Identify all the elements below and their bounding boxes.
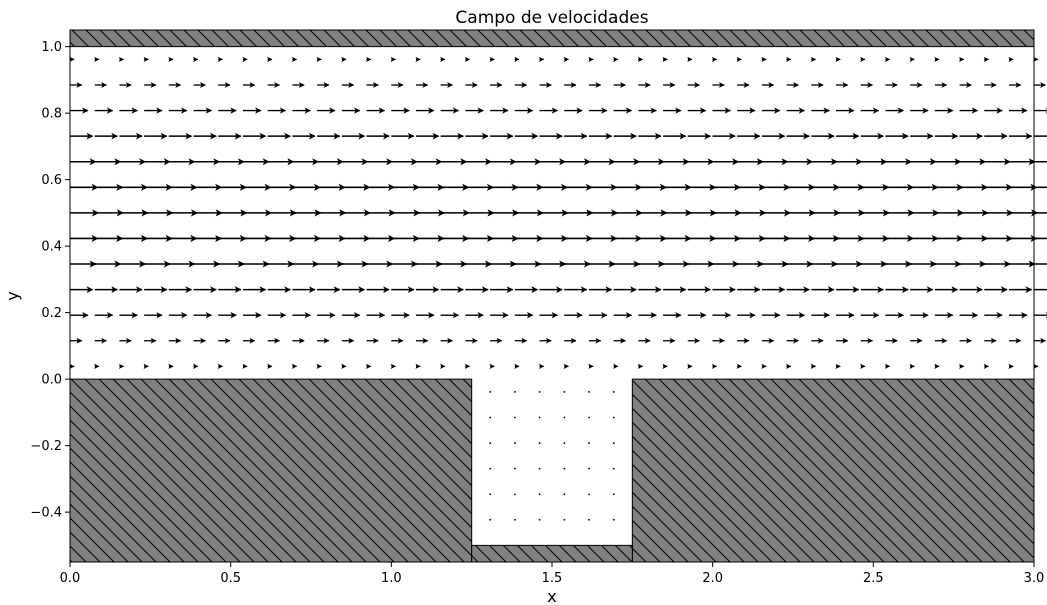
cavity-point xyxy=(514,416,516,419)
chart-title: Campo de velocidades xyxy=(455,8,648,28)
left-step-wall xyxy=(69,378,473,563)
cavity-point xyxy=(612,493,615,496)
y-tick-label: 0.8 xyxy=(41,107,62,122)
cavity-point xyxy=(489,467,492,470)
cavity-point xyxy=(514,391,516,393)
cavity-point xyxy=(563,442,566,444)
cavity-point xyxy=(563,391,566,393)
cavity-point xyxy=(538,416,541,419)
cavity-point xyxy=(489,391,492,393)
x-tick-label: 0.5 xyxy=(220,571,241,586)
cavity-point xyxy=(538,391,541,393)
x-tick-label: 2.5 xyxy=(863,571,884,586)
cavity-point xyxy=(514,467,516,470)
cavity-point xyxy=(538,442,541,444)
y-tick-label: 0.2 xyxy=(41,306,62,321)
y-axis-label: y xyxy=(3,291,22,300)
y-tick-label: 0.0 xyxy=(41,373,62,388)
cavity-point xyxy=(514,493,516,496)
x-tick-label: 1.0 xyxy=(381,571,402,586)
y-tick-label: 0.4 xyxy=(41,240,62,255)
cavity-point xyxy=(563,416,566,419)
cavity-point xyxy=(612,416,615,419)
cavity-point xyxy=(588,442,590,444)
cavity-point xyxy=(612,391,615,393)
cavity-point xyxy=(489,442,492,444)
cavity-point xyxy=(489,518,492,521)
cavity-points xyxy=(489,391,615,521)
x-tick-label: 3.0 xyxy=(1024,571,1045,586)
cavity-bottom-wall xyxy=(471,544,633,563)
cavity-point xyxy=(588,467,590,470)
cavity-point xyxy=(612,467,615,470)
top-wall xyxy=(69,29,1035,48)
x-tick-label: 2.0 xyxy=(702,571,723,586)
cavity-point xyxy=(612,518,615,521)
x-tick-label: 1.5 xyxy=(542,571,563,586)
y-tick-label: 0.6 xyxy=(41,173,62,188)
y-tick-label: −0.4 xyxy=(30,506,62,521)
cavity-point xyxy=(563,518,566,521)
y-axis-ticks: −0.4 −0.2 0.0 0.2 0.4 0.6 0.8 1.0 xyxy=(30,40,70,521)
x-tick-label: 0.0 xyxy=(60,571,81,586)
cavity-point xyxy=(563,467,566,470)
cavity-point xyxy=(588,518,590,521)
cavity-point xyxy=(489,493,492,496)
x-axis-ticks: 0.0 0.5 1.0 1.5 2.0 2.5 3.0 xyxy=(60,562,1045,586)
x-axis-label: x xyxy=(547,587,556,605)
y-tick-label: 1.0 xyxy=(41,40,62,55)
right-step-wall xyxy=(631,378,1035,563)
cavity-point xyxy=(588,416,590,419)
cavity-point xyxy=(588,493,590,496)
cavity-point xyxy=(489,416,492,419)
cavity-point xyxy=(514,442,516,444)
cavity-point xyxy=(612,442,615,444)
cavity-point xyxy=(563,493,566,496)
velocity-arrows xyxy=(69,56,1047,369)
cavity-point xyxy=(538,467,541,470)
cavity-point xyxy=(588,391,590,393)
y-tick-label: −0.2 xyxy=(30,439,62,454)
cavity-point xyxy=(514,518,516,521)
cavity-point xyxy=(538,493,541,496)
cavity-point xyxy=(538,518,541,521)
walls xyxy=(69,29,1035,563)
